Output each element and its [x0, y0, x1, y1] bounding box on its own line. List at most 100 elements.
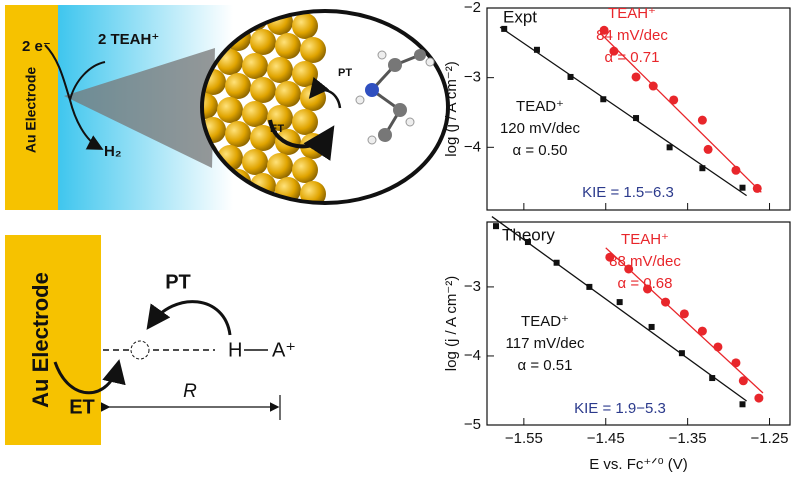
x-axis-label: E vs. Fc⁺ᐟ⁰ (V): [589, 456, 688, 473]
series-note: α = 0.71: [605, 49, 660, 66]
gold-atom: [225, 73, 251, 99]
point: [697, 115, 707, 125]
gold-atom: [250, 29, 276, 55]
product-label: H₂: [104, 143, 122, 160]
series-label: TEAD⁺: [516, 98, 564, 115]
series-note: 88 mV/dec: [609, 253, 681, 270]
electrons-label: 2 e⁻: [22, 38, 51, 55]
point: [709, 375, 716, 382]
point: [713, 342, 723, 352]
chart: −3 −4 −5 −1.55 −1.45 −1.35 −1.25 log (j / A cm⁻…: [443, 216, 791, 473]
electrode: [5, 5, 58, 210]
y-tick-label: −4: [464, 138, 481, 155]
point: [493, 223, 500, 230]
point: [567, 73, 574, 80]
point: [648, 323, 655, 330]
pt-label: PT: [338, 67, 352, 79]
point: [624, 264, 634, 274]
gold-atom: [242, 53, 268, 79]
fit-line: [599, 32, 762, 193]
r-label: R: [183, 381, 197, 402]
point: [679, 309, 689, 319]
gold-atom: [242, 101, 268, 127]
point: [616, 299, 623, 306]
electrode: [5, 235, 101, 445]
point: [739, 184, 746, 191]
gold-atom: [275, 81, 301, 107]
point: [731, 358, 741, 368]
y-axis-label: log (j / A cm⁻²): [443, 61, 460, 156]
point: [703, 144, 713, 154]
et-label: ET: [69, 396, 95, 418]
y-tick-label: −2: [464, 0, 481, 16]
fit-line: [499, 26, 747, 197]
series-label: TEAH⁺: [608, 5, 656, 22]
point: [738, 376, 748, 386]
point: [731, 165, 741, 175]
series-note: α = 0.68: [618, 275, 673, 292]
gold-atom: [225, 121, 251, 147]
h-label: H: [228, 339, 242, 361]
gold-atom: [292, 205, 318, 231]
point: [648, 81, 658, 91]
plot-frame: [486, 221, 791, 426]
a-label: A⁺: [272, 339, 296, 361]
acid-label: 2 TEAH⁺: [98, 31, 159, 48]
gold-atom: [267, 57, 293, 83]
x-tick-label: −1.45: [587, 430, 625, 447]
gold-atom: [267, 105, 293, 131]
gold-atom: [267, 153, 293, 179]
y-tick-label: −3: [464, 69, 481, 86]
point: [533, 46, 540, 53]
plot-frame: [486, 7, 791, 211]
gold-atom: [250, 77, 276, 103]
h-site: [130, 340, 150, 360]
point: [678, 350, 685, 357]
molecule: [355, 49, 435, 145]
point: [752, 183, 762, 193]
point: [643, 284, 653, 294]
gold-atom: [217, 97, 243, 123]
y-tick-label: −4: [464, 347, 481, 364]
point: [669, 95, 679, 105]
pt-arrow: [146, 300, 232, 336]
series-label: TEAD⁺: [521, 313, 569, 330]
y-tick-label: −3: [464, 278, 481, 295]
x-tick-label: −1.55: [505, 430, 543, 447]
zoom-cone: [64, 48, 215, 168]
series-note: α = 0.50: [513, 142, 568, 159]
gold-atom: [250, 125, 276, 151]
annotation: KIE = 1.9−5.3: [574, 400, 666, 417]
point: [633, 115, 640, 122]
point: [524, 239, 531, 246]
point: [631, 72, 641, 82]
x-tick-label: −1.35: [669, 430, 707, 447]
gold-atom: [267, 201, 293, 203]
point: [553, 259, 560, 266]
chart-title: Theory: [502, 225, 555, 244]
gold-atom: [292, 61, 318, 87]
point: [586, 283, 593, 290]
pt-label: PT: [165, 271, 191, 293]
electrode-label: Au Electrode: [28, 272, 53, 408]
point: [666, 144, 673, 151]
point: [661, 297, 671, 307]
gold-atom: [292, 157, 318, 183]
point: [697, 326, 707, 336]
electrode-label: Au Electrode: [23, 67, 39, 154]
point: [599, 25, 609, 35]
gold-atom: [292, 109, 318, 135]
gold-atom: [242, 149, 268, 175]
gold-atom: [275, 33, 301, 59]
y-axis-label: log (j / A cm⁻²): [443, 276, 460, 371]
series-note: 117 mV/dec: [506, 335, 585, 352]
point: [501, 25, 508, 32]
point: [609, 46, 619, 56]
point: [739, 401, 746, 408]
series-note: 84 mV/dec: [596, 27, 668, 44]
series-note: α = 0.51: [518, 357, 573, 374]
point: [605, 252, 615, 262]
